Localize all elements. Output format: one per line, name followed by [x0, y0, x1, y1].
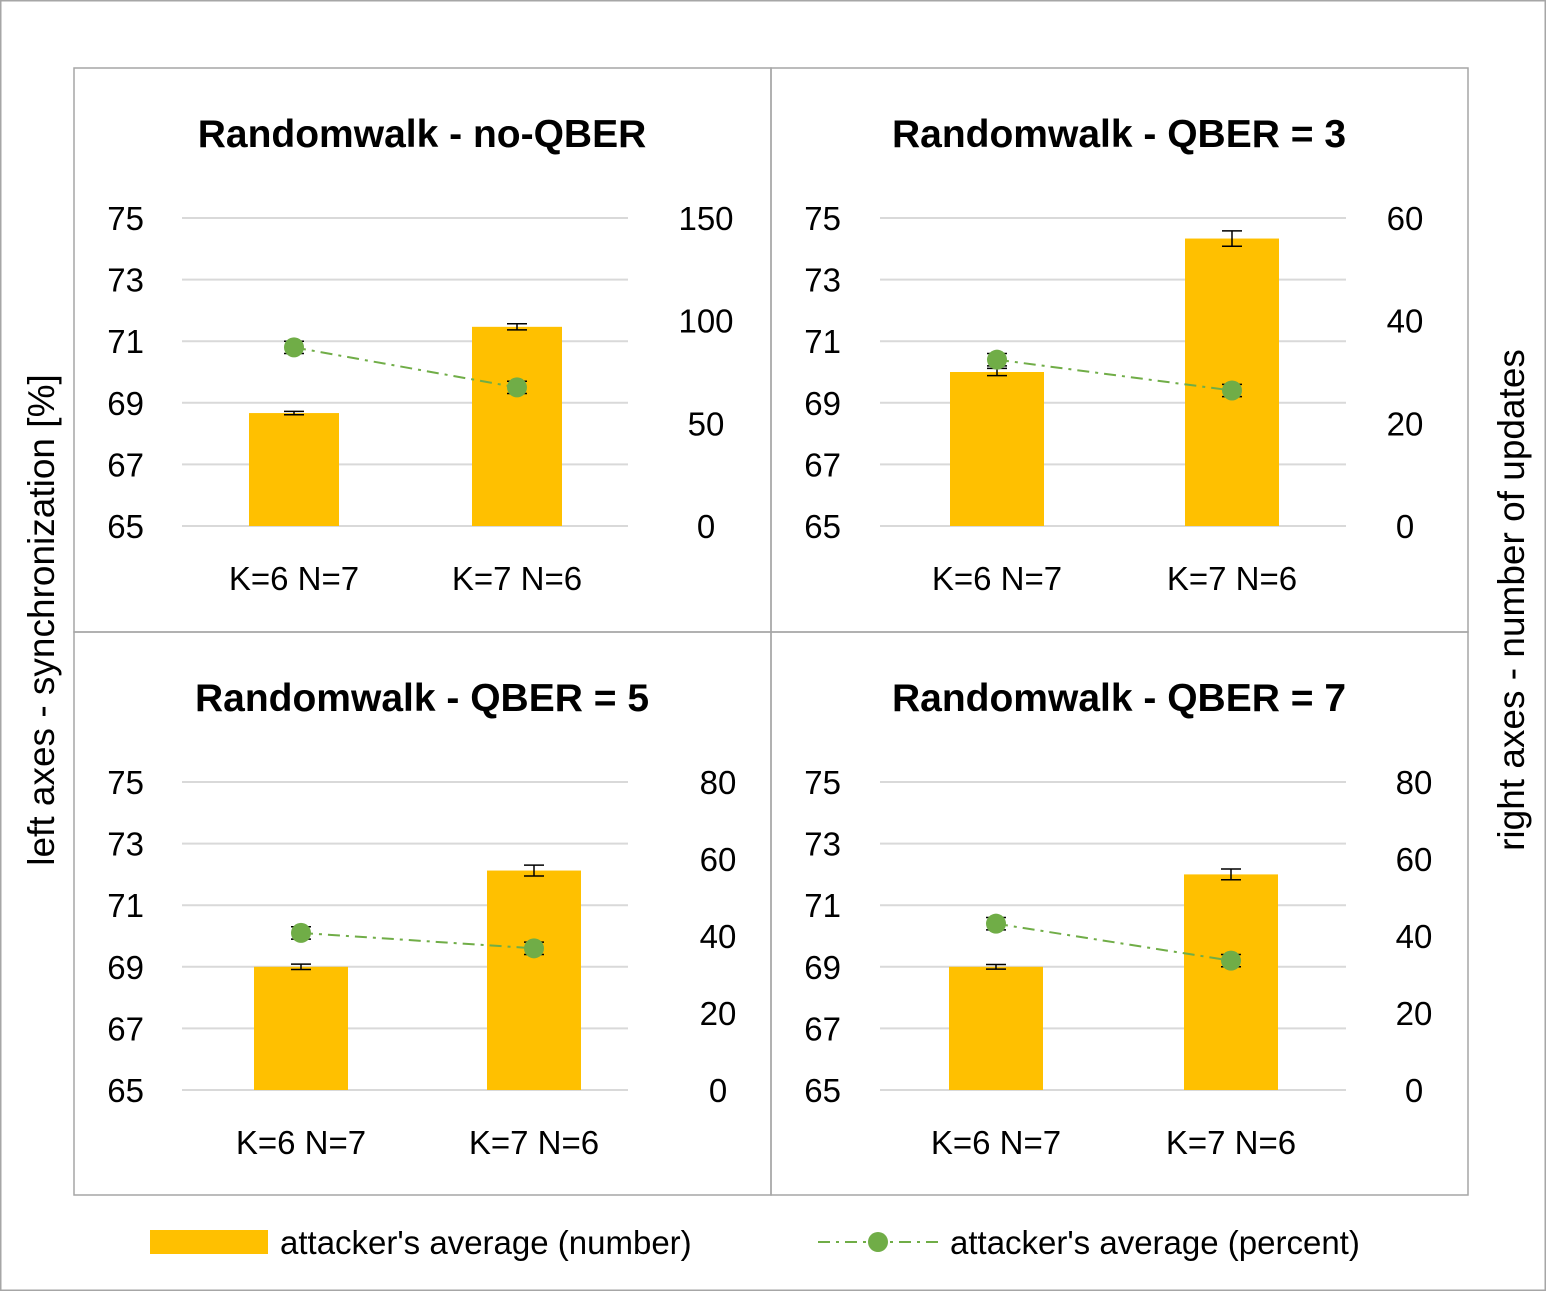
left-tick-label: 71: [107, 323, 144, 360]
right-tick-label: 20: [700, 995, 737, 1032]
left-tick-label: 69: [107, 949, 144, 986]
category-label: K=6 N=7: [931, 1124, 1061, 1161]
right-axis-label: right axes - number of updates: [1491, 349, 1532, 851]
line-series: [996, 358, 1233, 392]
chart-title: Randomwalk - no-QBER: [198, 113, 647, 156]
left-tick-label: 75: [804, 200, 841, 237]
left-tick-label: 69: [107, 385, 144, 422]
left-tick-label: 67: [804, 1010, 841, 1047]
right-tick-label: 60: [1396, 841, 1433, 878]
chart-panel-3: Randomwalk - QBER = 5 65 67 69 71 73 75 0 20 40 60…: [107, 677, 736, 1161]
category-label: K=7 N=6: [1166, 1124, 1296, 1161]
right-tick-label: 50: [688, 405, 725, 442]
left-tick-label: 67: [804, 446, 841, 483]
chart-panel-2: Randomwalk - QBER = 3 65 67 69 71 73 75 0 20 40 60…: [804, 113, 1423, 597]
bar: [950, 372, 1044, 526]
bar: [254, 966, 348, 1090]
legend-line-marker: [868, 1232, 888, 1252]
line-series: [995, 922, 1232, 962]
left-tick-label: 69: [804, 949, 841, 986]
left-tick-label: 71: [107, 887, 144, 924]
bar: [249, 413, 339, 526]
chart-title: Randomwalk - QBER = 5: [195, 677, 649, 720]
right-tick-label: 150: [678, 200, 733, 237]
left-axis-label: left axes - synchronization [%]: [21, 374, 62, 866]
right-tick-label: 0: [709, 1072, 727, 1109]
left-tick-label: 65: [107, 1072, 144, 1109]
left-tick-label: 73: [804, 262, 841, 299]
left-tick-label: 65: [804, 1072, 841, 1109]
line-point: [987, 349, 1007, 370]
bar: [472, 326, 562, 526]
left-tick-label: 71: [804, 323, 841, 360]
line-series: [293, 346, 518, 389]
right-tick-label: 0: [1405, 1072, 1423, 1109]
line-point: [986, 913, 1006, 934]
category-label: K=6 N=7: [236, 1124, 366, 1161]
chart-panel-1: Randomwalk - no-QBER 65 67 69 71 73 75 0 50 100 15…: [107, 113, 733, 597]
chart-title: Randomwalk - QBER = 7: [892, 677, 1346, 720]
right-tick-label: 60: [1387, 200, 1424, 237]
left-tick-label: 67: [107, 1010, 144, 1047]
line-point: [1221, 950, 1241, 971]
line-point: [1222, 380, 1242, 401]
right-tick-label: 80: [1396, 764, 1433, 801]
line-point: [524, 938, 544, 959]
right-tick-label: 20: [1396, 995, 1433, 1032]
right-tick-label: 60: [700, 841, 737, 878]
panel-frame-4: [770, 631, 1469, 1196]
bar: [949, 966, 1043, 1090]
right-tick-label: 0: [697, 508, 715, 545]
left-tick-label: 75: [804, 764, 841, 801]
right-tick-label: 20: [1387, 405, 1424, 442]
line-series: [300, 931, 535, 950]
line-point: [291, 922, 311, 943]
right-tick-label: 80: [700, 764, 737, 801]
legend-line-label: attacker's average (percent): [950, 1224, 1360, 1261]
left-tick-label: 67: [107, 446, 144, 483]
right-tick-label: 100: [678, 303, 733, 340]
right-tick-label: 40: [1396, 918, 1433, 955]
category-label: K=7 N=6: [1167, 560, 1297, 597]
line-point: [507, 377, 527, 398]
line-point: [284, 337, 304, 358]
category-label: K=6 N=7: [932, 560, 1062, 597]
right-tick-label: 40: [700, 918, 737, 955]
chart-title: Randomwalk - QBER = 3: [892, 113, 1346, 156]
left-tick-label: 71: [804, 887, 841, 924]
legend-bar-label: attacker's average (number): [280, 1224, 692, 1261]
left-tick-label: 69: [804, 385, 841, 422]
bar: [487, 870, 581, 1090]
category-label: K=7 N=6: [452, 560, 582, 597]
bar: [1184, 874, 1278, 1090]
legend: attacker's average (number) attacker's a…: [150, 1224, 1360, 1261]
left-tick-label: 73: [107, 262, 144, 299]
right-tick-label: 40: [1387, 303, 1424, 340]
chart-panel-4: Randomwalk - QBER = 7 65 67 69 71 73 75 0 20 40 60…: [804, 677, 1432, 1161]
panels: Randomwalk - no-QBER 65 67 69 71 73 75 0 50 100 15…: [107, 113, 1432, 1161]
left-tick-label: 75: [107, 200, 144, 237]
left-tick-label: 65: [804, 508, 841, 545]
left-tick-label: 75: [107, 764, 144, 801]
left-tick-label: 73: [107, 826, 144, 863]
right-tick-label: 0: [1396, 508, 1414, 545]
category-label: K=6 N=7: [229, 560, 359, 597]
category-label: K=7 N=6: [469, 1124, 599, 1161]
left-tick-label: 73: [804, 826, 841, 863]
legend-bar-swatch: [150, 1230, 268, 1254]
left-tick-label: 65: [107, 508, 144, 545]
